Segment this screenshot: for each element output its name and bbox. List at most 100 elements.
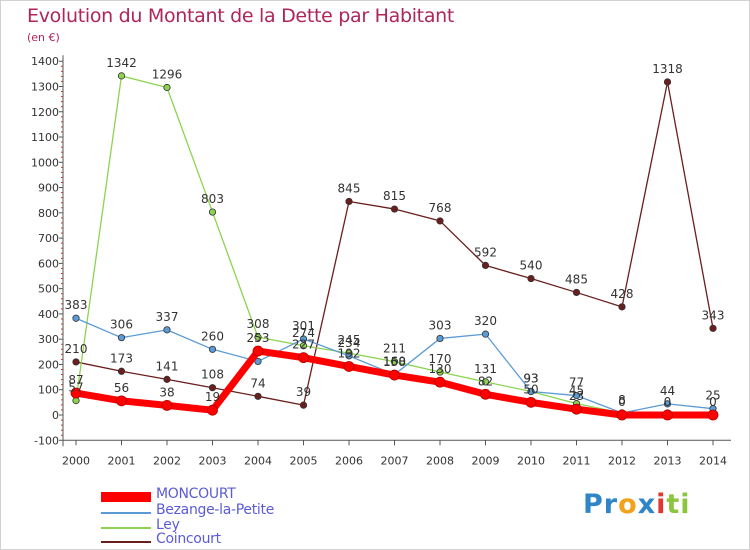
data-point (254, 392, 262, 400)
chart-unit-label: (en €) (27, 31, 60, 44)
data-point (525, 396, 537, 408)
data-label: 1296 (152, 68, 183, 82)
brand-letter: i (680, 489, 691, 520)
x-tick-label: 2011 (563, 454, 591, 467)
data-label: 77 (569, 376, 584, 390)
data-point (163, 83, 171, 92)
y-tick-label: 800 (38, 207, 59, 220)
data-point (208, 384, 217, 392)
data-point (252, 345, 264, 357)
legend-swatch (101, 492, 151, 502)
data-label: 306 (110, 318, 133, 332)
y-tick-label: 0 (52, 409, 59, 422)
data-label: 428 (611, 287, 634, 301)
data-point (208, 345, 217, 353)
data-point (572, 288, 581, 297)
y-tick-label: 1000 (31, 156, 59, 169)
data-point (618, 303, 626, 311)
data-label: 211 (383, 342, 406, 356)
x-tick-label: 2008 (426, 454, 454, 467)
x-tick-label: 2007 (381, 454, 409, 467)
legend-label: Bezange-la-Petite (156, 502, 275, 518)
y-tick-label: 1400 (31, 55, 59, 68)
data-label: 383 (65, 298, 88, 312)
legend-swatch (101, 527, 151, 529)
data-point (481, 330, 490, 338)
data-label: 274 (292, 326, 315, 340)
brand-letter: r (603, 489, 619, 520)
data-label: 301 (292, 319, 315, 333)
data-label: 245 (338, 333, 361, 347)
data-label: 158 (383, 355, 406, 369)
data-label: 308 (247, 317, 270, 331)
data-point (298, 352, 309, 364)
data-point (571, 403, 582, 415)
data-point (663, 78, 672, 86)
brand-letter: P (583, 489, 604, 520)
y-tick-label: 900 (38, 182, 59, 195)
data-label: 227 (292, 338, 315, 352)
x-tick-label: 2000 (62, 454, 90, 467)
data-point (390, 358, 399, 366)
data-label: 170 (429, 352, 452, 366)
data-point (254, 333, 262, 341)
y-tick-label: 500 (38, 283, 59, 296)
data-label: 50 (523, 382, 538, 396)
data-label: 173 (110, 351, 133, 365)
data-label: 0 (664, 395, 672, 409)
brand-letter: t (666, 489, 681, 520)
data-point (72, 314, 80, 322)
data-point (117, 334, 126, 342)
data-point (345, 352, 353, 360)
data-label: 93 (523, 371, 538, 385)
x-tick-label: 2006 (335, 454, 363, 467)
x-tick-label: 2001 (108, 454, 136, 467)
data-label: 82 (478, 374, 493, 388)
data-label: 57 (68, 381, 83, 395)
data-point (389, 369, 400, 381)
data-label: 303 (429, 318, 452, 332)
data-point (70, 387, 82, 399)
data-label: 210 (65, 342, 88, 356)
data-point (163, 375, 171, 383)
x-tick-label: 2010 (517, 454, 545, 467)
data-point (163, 326, 171, 334)
data-label: 44 (660, 384, 675, 398)
data-point (480, 388, 491, 400)
data-point (161, 399, 173, 411)
data-point (72, 358, 80, 366)
data-point (663, 400, 672, 408)
data-point (299, 401, 308, 409)
data-point (299, 335, 308, 343)
data-label: 253 (247, 331, 270, 345)
y-tick-label: 1200 (31, 106, 59, 119)
x-tick-label: 2013 (654, 454, 682, 467)
legend-swatch (101, 512, 151, 514)
legend-label: Ley (156, 517, 180, 533)
y-tick-label: 300 (38, 333, 59, 346)
data-label: 45 (569, 384, 584, 398)
data-point (390, 205, 399, 213)
data-label: 131 (474, 362, 497, 376)
data-label: 93 (523, 371, 538, 385)
data-point (436, 334, 444, 343)
data-label: 343 (702, 308, 725, 322)
data-label: 815 (383, 189, 406, 203)
chart-title: Evolution du Montant de la Dette par Hab… (27, 5, 455, 27)
x-tick-label: 2004 (244, 454, 272, 467)
legend-label: MONCOURT (156, 486, 236, 502)
data-point (254, 357, 262, 366)
data-point (436, 217, 444, 225)
data-point (572, 391, 581, 400)
y-tick-label: 400 (38, 308, 59, 321)
y-tick-label: 100 (38, 384, 59, 397)
x-tick-label: 2009 (472, 454, 500, 467)
data-label: 1318 (652, 62, 683, 76)
data-label: 130 (429, 362, 452, 376)
data-point (434, 376, 446, 388)
data-label: 87 (68, 373, 83, 387)
data-label: 19 (205, 390, 220, 404)
x-tick-label: 2003 (199, 454, 227, 467)
